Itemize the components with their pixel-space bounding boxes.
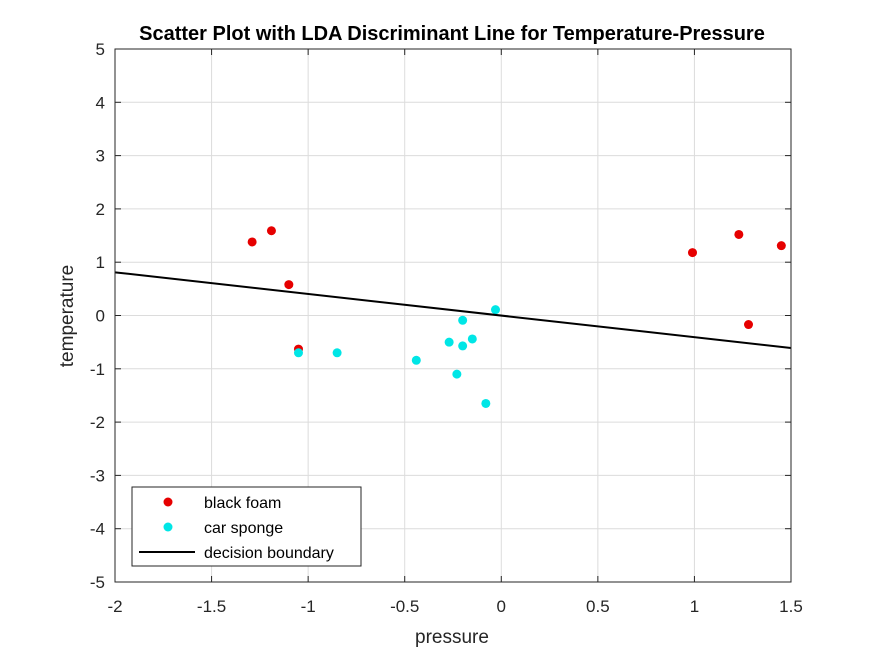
decision-boundary-line [114, 271, 792, 350]
y-tick-label: -4 [90, 520, 105, 539]
black-foam-point [744, 320, 754, 330]
y-tick-label: -1 [90, 360, 105, 379]
chart-title: Scatter Plot with LDA Discriminant Line … [139, 23, 765, 45]
axis-ticks: -2 -1.5 -1 -0.5 0 0.5 1 1.5 -5 -4 -3 -2 -1 0 1 2 3 4 5 [90, 40, 803, 616]
x-tick-label: 1.5 [779, 597, 803, 616]
y-tick-label: 5 [96, 40, 105, 59]
legend-label-decision-boundary: decision boundary [204, 545, 334, 562]
x-tick-label: -0.5 [390, 597, 419, 616]
legend: black foam car sponge decision boundary [131, 486, 362, 567]
x-axis-label: pressure [415, 627, 489, 648]
y-tick-label: -3 [90, 466, 105, 485]
x-tick-label: -1.5 [197, 597, 226, 616]
black-foam-point [247, 237, 257, 247]
black-foam-point [687, 248, 697, 258]
legend-swatch-black-foam [163, 497, 173, 507]
car-sponge-point [332, 348, 342, 358]
legend-label-car-sponge: car sponge [204, 520, 283, 537]
y-tick-label: 0 [96, 307, 105, 326]
x-tick-label: -1 [301, 597, 316, 616]
legend-swatch-car-sponge [163, 522, 173, 532]
y-axis-label: temperature [57, 265, 78, 367]
y-tick-label: 3 [96, 147, 105, 166]
y-tick-label: 2 [96, 200, 105, 219]
chart-marks [114, 226, 792, 408]
car-sponge-point [490, 305, 500, 315]
y-tick-label: -5 [90, 573, 105, 592]
black-foam-point [734, 229, 744, 239]
x-tick-label: -2 [107, 597, 122, 616]
black-foam-point [776, 241, 786, 251]
car-sponge-point [411, 355, 421, 365]
car-sponge-point [481, 398, 491, 408]
x-tick-label: 0.5 [586, 597, 610, 616]
y-tick-label: 4 [96, 93, 105, 112]
black-foam-point [284, 280, 294, 290]
legend-label-black-foam: black foam [204, 495, 281, 512]
black-foam-point [266, 226, 276, 236]
car-sponge-point [458, 315, 468, 325]
car-sponge-point [293, 348, 303, 358]
y-tick-label: -2 [90, 413, 105, 432]
car-sponge-point [444, 337, 454, 347]
x-tick-label: 1 [690, 597, 699, 616]
car-sponge-point [467, 334, 477, 344]
car-sponge-point [458, 341, 468, 351]
y-tick-label: 1 [96, 253, 105, 272]
x-tick-label: 0 [497, 597, 506, 616]
car-sponge-point [452, 369, 462, 379]
